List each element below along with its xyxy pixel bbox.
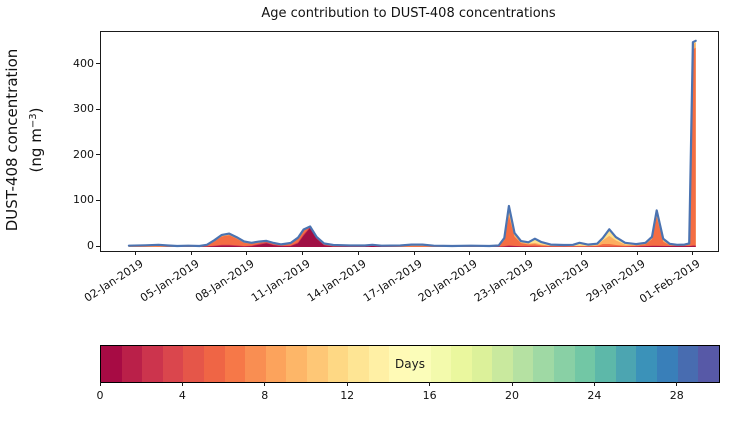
x-tick-mark bbox=[246, 251, 248, 255]
colorbar-bin-day-25 bbox=[615, 346, 637, 382]
colorbar-bin-day-13 bbox=[368, 346, 390, 382]
colorbar-tick-mark bbox=[264, 382, 266, 386]
colorbar-bin-day-22 bbox=[554, 346, 575, 382]
colorbar: Days bbox=[100, 345, 720, 383]
x-tick-label: 11-Jan-2019 bbox=[248, 257, 313, 305]
x-tick-mark bbox=[190, 251, 192, 255]
colorbar-bin-day-19 bbox=[492, 346, 513, 382]
colorbar-tick-label: 20 bbox=[505, 389, 519, 402]
colorbar-bin-day-26 bbox=[636, 346, 658, 382]
colorbar-bin-day-18 bbox=[471, 346, 493, 382]
y-tick-label: 0 bbox=[87, 239, 94, 252]
x-tick-mark bbox=[692, 251, 694, 255]
y-axis-label-line1: DUST-408 concentration bbox=[3, 48, 21, 232]
colorbar-bin-day-8 bbox=[265, 346, 287, 382]
x-tick-label: 26-Jan-2019 bbox=[527, 257, 592, 305]
colorbar-tick-label: 28 bbox=[669, 389, 684, 402]
x-tick-mark bbox=[134, 251, 136, 255]
colorbar-bin-day-27 bbox=[657, 346, 678, 382]
area-layer-age-12-15-days bbox=[128, 40, 696, 247]
colorbar-bin-day-29 bbox=[698, 346, 719, 382]
plot-area bbox=[100, 31, 719, 252]
x-tick-label: 05-Jan-2019 bbox=[137, 257, 202, 305]
colorbar-bin-day-7 bbox=[245, 346, 266, 382]
area-layer-age-6-9-days bbox=[128, 47, 696, 248]
x-tick-mark bbox=[302, 251, 304, 255]
colorbar-tick-label: 12 bbox=[340, 389, 355, 402]
y-tick-mark bbox=[96, 199, 100, 201]
colorbar-tick-label: 24 bbox=[587, 389, 602, 402]
y-tick-mark bbox=[96, 108, 100, 110]
colorbar-bin-day-17 bbox=[451, 346, 472, 382]
x-tick-mark bbox=[525, 251, 527, 255]
colorbar-tick-mark bbox=[181, 382, 183, 386]
colorbar-tick-mark bbox=[511, 382, 513, 386]
colorbar-bin-day-0 bbox=[101, 346, 122, 382]
x-tick-label: 23-Jan-2019 bbox=[471, 257, 536, 305]
colorbar-bin-day-9 bbox=[286, 346, 307, 382]
colorbar-bin-day-21 bbox=[533, 346, 555, 382]
colorbar-bin-day-28 bbox=[677, 346, 699, 382]
colorbar-bin-day-11 bbox=[327, 346, 349, 382]
colorbar-tick-mark bbox=[429, 382, 431, 386]
colorbar-tick-mark bbox=[593, 382, 595, 386]
x-tick-mark bbox=[469, 251, 471, 255]
y-tick-label: 400 bbox=[73, 56, 94, 70]
area-layer-age-9-12-days bbox=[128, 42, 696, 248]
colorbar-bin-day-5 bbox=[203, 346, 225, 382]
stacked-area-plot bbox=[127, 39, 697, 248]
y-tick-label: 200 bbox=[73, 147, 94, 161]
total-concentration-line bbox=[127, 39, 697, 248]
colorbar-bin-day-10 bbox=[306, 346, 328, 382]
x-tick-label: 01-Feb-2019 bbox=[637, 257, 703, 306]
colorbar-tick-label: 8 bbox=[261, 389, 269, 402]
x-tick-mark bbox=[580, 251, 582, 255]
colorbar-tick-label: 4 bbox=[178, 389, 186, 402]
colorbar-bin-day-6 bbox=[224, 346, 246, 382]
x-tick-label: 17-Jan-2019 bbox=[360, 257, 425, 305]
y-tick-mark bbox=[96, 154, 100, 156]
colorbar-bin-day-23 bbox=[574, 346, 596, 382]
area-layer-age-15-18-days bbox=[128, 40, 696, 247]
colorbar-bin-day-24 bbox=[595, 346, 616, 382]
x-tick-mark bbox=[357, 251, 359, 255]
colorbar-tick-label: 16 bbox=[422, 389, 437, 402]
colorbar-bin-day-16 bbox=[430, 346, 452, 382]
x-tick-mark bbox=[636, 251, 638, 255]
colorbar-bin-day-4 bbox=[183, 346, 204, 382]
y-axis-label-line2: (ng m−3) bbox=[27, 107, 45, 173]
y-tick-label: 100 bbox=[73, 193, 94, 207]
x-tick-label: 20-Jan-2019 bbox=[416, 257, 480, 305]
x-tick-label: 29-Jan-2019 bbox=[583, 257, 648, 305]
colorbar-tick-mark bbox=[676, 382, 678, 386]
y-axis-label: DUST-408 concentration (ng m−3) bbox=[2, 0, 46, 280]
x-tick-label: 02-Jan-2019 bbox=[81, 257, 146, 305]
y-tick-label: 300 bbox=[73, 102, 94, 116]
colorbar-label: Days bbox=[395, 357, 425, 371]
colorbar-bin-day-14 bbox=[389, 346, 410, 382]
colorbar-bin-day-15 bbox=[409, 346, 431, 382]
x-tick-mark bbox=[413, 251, 415, 255]
area-layer-age-older bbox=[128, 40, 696, 247]
chart-title: Age contribution to DUST-408 concentrati… bbox=[261, 6, 556, 21]
y-tick-mark bbox=[96, 245, 100, 247]
colorbar-tick-mark bbox=[99, 382, 101, 386]
colorbar-bin-day-1 bbox=[121, 346, 143, 382]
x-tick-label: 08-Jan-2019 bbox=[193, 257, 257, 305]
y-axis-unit-exponent: −3 bbox=[28, 113, 39, 129]
colorbar-bin-day-2 bbox=[142, 346, 163, 382]
x-tick-label: 14-Jan-2019 bbox=[304, 257, 369, 305]
colorbar-bin-day-3 bbox=[162, 346, 184, 382]
colorbar-tick-label: 0 bbox=[96, 389, 104, 402]
y-tick-mark bbox=[96, 63, 100, 65]
colorbar-tick-mark bbox=[346, 382, 348, 386]
colorbar-bin-day-20 bbox=[512, 346, 534, 382]
colorbar-bin-day-12 bbox=[348, 346, 369, 382]
